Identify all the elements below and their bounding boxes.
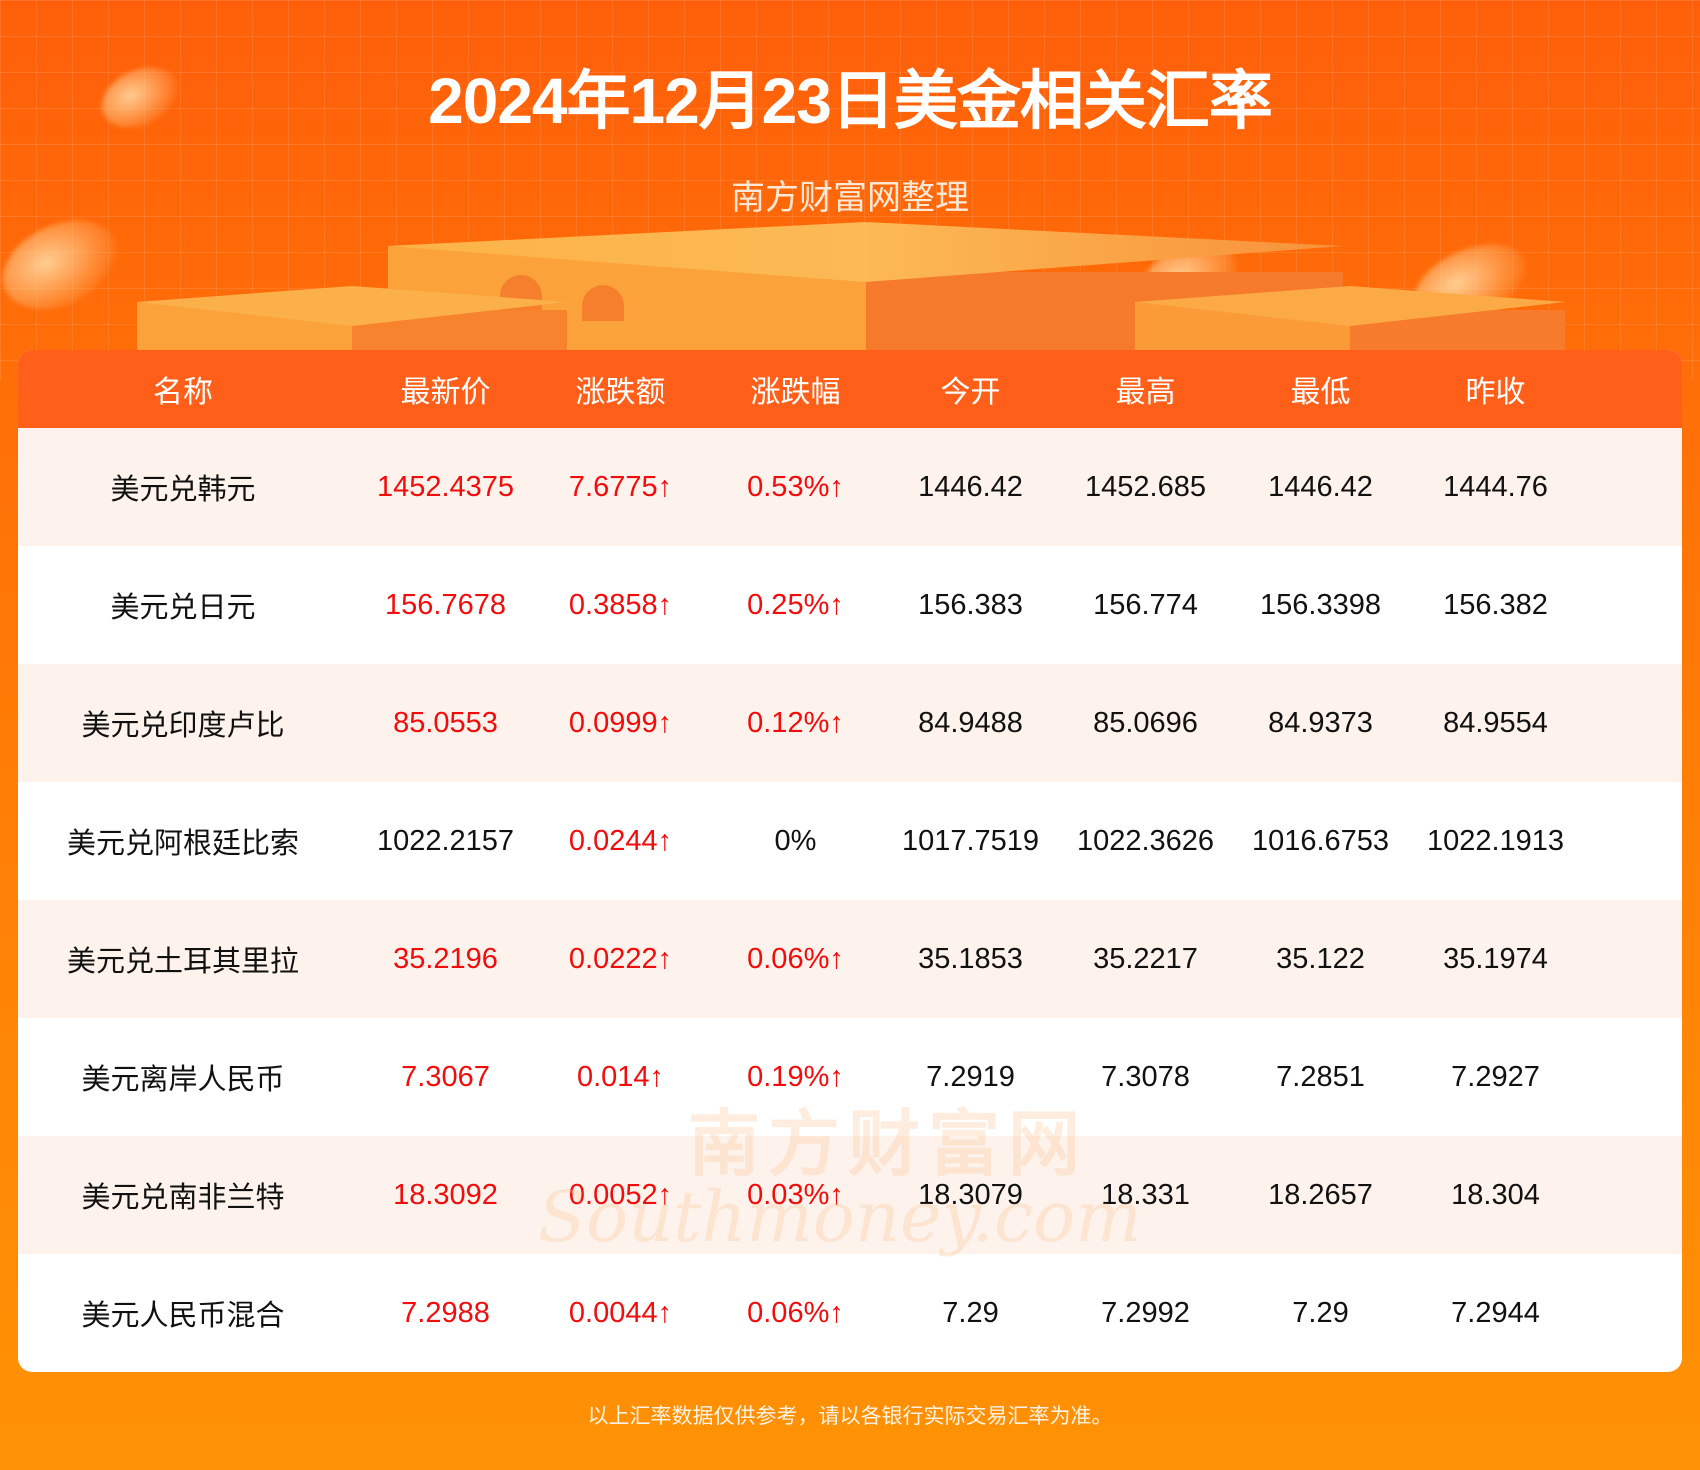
cell-low: 1446.42 [1268, 470, 1373, 503]
cell-change: 0.0052↑ [568, 1178, 673, 1211]
cell-change: 0.014↑ [576, 1060, 665, 1093]
cell-high: 1022.3626 [1076, 824, 1215, 857]
cell-low: 7.2851 [1276, 1060, 1365, 1093]
cell-open: 1446.42 [918, 470, 1023, 503]
cell-name: 美元兑南非兰特 [81, 1182, 285, 1214]
cell-latest: 85.0553 [393, 706, 498, 739]
cell-prev-close: 1022.1913 [1426, 824, 1565, 857]
cell-high: 18.331 [1101, 1178, 1190, 1211]
rates-table: 名称 最新价 涨跌额 涨跌幅 今开 最高 最低 昨收 美元兑韩元 1452.437… [18, 350, 1682, 1372]
cell-open: 7.29 [942, 1296, 999, 1329]
cell-latest: 156.7678 [385, 588, 506, 621]
cell-prev-close: 7.2927 [1451, 1060, 1540, 1093]
cell-latest: 18.3092 [393, 1178, 498, 1211]
cell-latest: 7.3067 [401, 1060, 490, 1093]
column-header-low: 最低 [1290, 376, 1351, 409]
cell-high: 156.774 [1093, 588, 1198, 621]
page-title: 2024年12月23日美金相关汇率 [428, 65, 1273, 137]
cell-change: 0.3858↑ [568, 588, 673, 621]
cell-name: 美元兑日元 [110, 592, 256, 624]
cell-change: 0.0244↑ [568, 824, 673, 857]
table-row: 美元离岸人民币 7.3067 0.014↑ 0.19%↑ 7.2919 7.3078 7.2… [18, 1018, 1682, 1136]
cell-prev-close: 1444.76 [1443, 470, 1548, 503]
cell-change-pct: 0.06%↑ [747, 942, 844, 975]
table-header: 名称 最新价 涨跌额 涨跌幅 今开 最高 最低 昨收 [18, 350, 1682, 428]
cell-change-pct: 0.25%↑ [747, 588, 844, 621]
cell-prev-close: 156.382 [1443, 588, 1548, 621]
cell-high: 85.0696 [1093, 706, 1198, 739]
cell-latest: 35.2196 [393, 942, 498, 975]
cell-high: 7.2992 [1101, 1296, 1190, 1329]
cell-low: 1016.6753 [1251, 824, 1390, 857]
cell-low: 84.9373 [1268, 706, 1373, 739]
table-row: 美元兑印度卢比 85.0553 0.0999↑ 0.12%↑ 84.9488 85.069… [18, 664, 1682, 782]
cell-low: 7.29 [1292, 1296, 1349, 1329]
cell-high: 35.2217 [1093, 942, 1198, 975]
cell-high: 7.3078 [1101, 1060, 1190, 1093]
column-header-name: 名称 [153, 376, 213, 409]
cell-name: 美元兑韩元 [110, 474, 256, 506]
cell-prev-close: 18.304 [1451, 1178, 1540, 1211]
cell-name: 美元离岸人民币 [81, 1064, 285, 1096]
cell-change: 0.0044↑ [568, 1296, 673, 1329]
table-row: 美元人民币混合 7.2988 0.0044↑ 0.06%↑ 7.29 7.2992 7.29… [18, 1254, 1682, 1372]
table-body: 美元兑韩元 1452.4375 7.6775↑ 0.53%↑ 1446.42 1452.6… [18, 428, 1682, 1372]
cell-change: 0.0222↑ [568, 942, 673, 975]
cell-change: 7.6775↑ [568, 470, 673, 503]
cell-change-pct: 0% [774, 824, 817, 857]
column-header-prev-close: 昨收 [1465, 376, 1526, 409]
cell-open: 7.2919 [926, 1060, 1015, 1093]
column-header-change-pct: 涨跌幅 [750, 376, 841, 409]
cell-open: 1017.7519 [901, 824, 1040, 857]
cell-prev-close: 35.1974 [1443, 942, 1548, 975]
table-row: 美元兑韩元 1452.4375 7.6775↑ 0.53%↑ 1446.42 1452.6… [18, 428, 1682, 546]
table-row: 美元兑土耳其里拉 35.2196 0.0222↑ 0.06%↑ 35.1853 35.22… [18, 900, 1682, 1018]
cell-low: 35.122 [1276, 942, 1365, 975]
table-row: 美元兑日元 156.7678 0.3858↑ 0.25%↑ 156.383 156.774… [18, 546, 1682, 664]
cell-change-pct: 0.19%↑ [747, 1060, 844, 1093]
cell-change-pct: 0.06%↑ [747, 1296, 844, 1329]
cell-prev-close: 7.2944 [1451, 1296, 1540, 1329]
cell-name: 美元兑阿根廷比索 [66, 828, 299, 860]
cell-name: 美元兑土耳其里拉 [66, 946, 299, 978]
cell-latest: 1022.2157 [376, 824, 515, 857]
cell-low: 156.3398 [1260, 588, 1381, 621]
cell-open: 35.1853 [918, 942, 1023, 975]
cell-change-pct: 0.12%↑ [747, 706, 844, 739]
cell-prev-close: 84.9554 [1443, 706, 1548, 739]
column-header-change: 涨跌额 [575, 376, 666, 409]
cell-latest: 1452.4375 [376, 470, 515, 503]
cell-change: 0.0999↑ [568, 706, 673, 739]
cell-change-pct: 0.53%↑ [747, 470, 844, 503]
column-header-open: 今开 [940, 376, 1001, 409]
column-header-latest: 最新价 [400, 376, 491, 409]
cell-change-pct: 0.03%↑ [747, 1178, 844, 1211]
disclaimer: 以上汇率数据仅供参考，请以各银行实际交易汇率为准。 [587, 1405, 1113, 1428]
cell-open: 156.383 [918, 588, 1023, 621]
cell-open: 84.9488 [918, 706, 1023, 739]
cell-name: 美元人民币混合 [81, 1300, 285, 1332]
table-row: 美元兑南非兰特 18.3092 0.0052↑ 0.03%↑ 18.3079 18.331… [18, 1136, 1682, 1254]
cell-low: 18.2657 [1268, 1178, 1373, 1211]
cell-latest: 7.2988 [401, 1296, 490, 1329]
podium-arch [582, 285, 624, 321]
cell-high: 1452.685 [1085, 470, 1206, 503]
table-row: 美元兑阿根廷比索 1022.2157 0.0244↑ 0% 1017.7519 1022.… [18, 782, 1682, 900]
cell-open: 18.3079 [918, 1178, 1023, 1211]
page-subtitle: 南方财富网整理 [731, 179, 969, 217]
column-header-high: 最高 [1115, 376, 1176, 409]
cell-name: 美元兑印度卢比 [81, 710, 285, 742]
